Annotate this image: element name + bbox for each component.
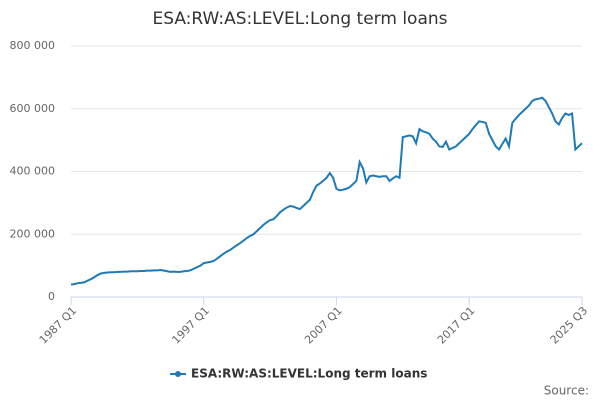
x-tick-label: 1987 Q1 <box>37 304 80 347</box>
x-tick-label: 2017 Q1 <box>435 304 478 347</box>
y-tick-label: 800 000 <box>10 39 56 52</box>
y-tick-label: 0 <box>48 290 55 303</box>
x-tick-label: 2007 Q1 <box>302 304 345 347</box>
y-tick-label: 200 000 <box>10 227 56 240</box>
series-line <box>70 96 583 286</box>
y-tick-label: 600 000 <box>10 102 56 115</box>
x-tick-label: 1997 Q1 <box>169 304 212 347</box>
source: Source: <box>544 384 589 398</box>
y-tick-label: 400 000 <box>10 165 56 178</box>
chart-title: ESA:RW:AS:LEVEL:Long term loans <box>153 9 448 29</box>
legend-marker <box>175 371 181 377</box>
x-tick-label: 2025 Q3 <box>548 304 591 347</box>
legend-label: ESA:RW:AS:LEVEL:Long term loans <box>191 367 427 381</box>
